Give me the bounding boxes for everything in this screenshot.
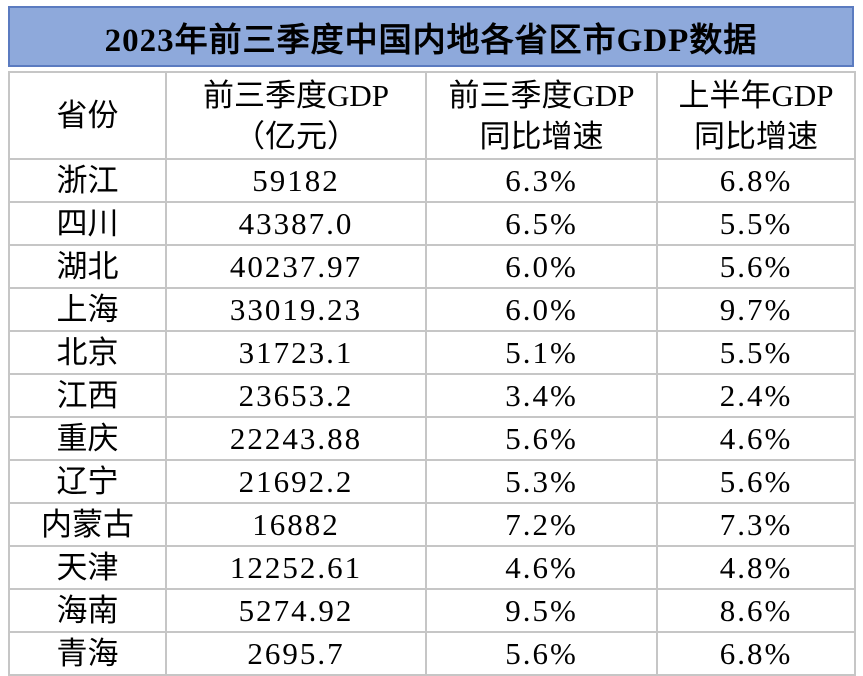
h1-growth-cell: 2.4%	[656, 373, 856, 418]
q3-growth-cell: 5.1%	[425, 330, 658, 375]
table-row: 青海 2695.7 5.6% 6.8%	[8, 631, 856, 676]
table-row: 海南 5274.92 9.5% 8.6%	[8, 588, 856, 633]
h1-growth-cell: 7.3%	[656, 502, 856, 547]
col-header-q3-gdp: 前三季度GDP （亿元）	[165, 71, 427, 160]
province-cell: 海南	[8, 588, 167, 633]
gdp-value-cell: 21692.2	[165, 459, 427, 504]
province-cell: 重庆	[8, 416, 167, 461]
gdp-value-cell: 31723.1	[165, 330, 427, 375]
gdp-value-cell: 5274.92	[165, 588, 427, 633]
h1-growth-cell: 4.8%	[656, 545, 856, 590]
province-cell: 江西	[8, 373, 167, 418]
province-cell: 青海	[8, 631, 167, 676]
table-row: 天津 12252.61 4.6% 4.8%	[8, 545, 856, 590]
col-header-h1-growth: 上半年GDP 同比增速	[656, 71, 856, 160]
q3-growth-cell: 6.0%	[425, 287, 658, 332]
q3-growth-cell: 5.6%	[425, 416, 658, 461]
province-cell: 浙江	[8, 158, 167, 203]
col-header-q3-growth: 前三季度GDP 同比增速	[425, 71, 658, 160]
table-row: 江西 23653.2 3.4% 2.4%	[8, 373, 856, 418]
province-cell: 湖北	[8, 244, 167, 289]
table-row: 内蒙古 16882 7.2% 7.3%	[8, 502, 856, 547]
table-row: 浙江 59182 6.3% 6.8%	[8, 158, 856, 203]
table-row: 北京 31723.1 5.1% 5.5%	[8, 330, 856, 375]
header-label-line2: 同比增速	[694, 118, 818, 154]
q3-growth-cell: 3.4%	[425, 373, 658, 418]
gdp-value-cell: 23653.2	[165, 373, 427, 418]
h1-growth-cell: 5.6%	[656, 244, 856, 289]
q3-growth-cell: 5.3%	[425, 459, 658, 504]
q3-growth-cell: 5.6%	[425, 631, 658, 676]
header-label-line2: （亿元）	[234, 118, 358, 154]
header-row: 省份 前三季度GDP （亿元） 前三季度GDP 同比增速 上半年GDP 同比增速	[8, 71, 856, 160]
gdp-value-cell: 40237.97	[165, 244, 427, 289]
q3-growth-cell: 6.0%	[425, 244, 658, 289]
table-row: 湖北 40237.97 6.0% 5.6%	[8, 244, 856, 289]
h1-growth-cell: 8.6%	[656, 588, 856, 633]
province-cell: 天津	[8, 545, 167, 590]
table-row: 重庆 22243.88 5.6% 4.6%	[8, 416, 856, 461]
province-cell: 四川	[8, 201, 167, 246]
col-header-province: 省份	[8, 71, 167, 160]
header-label-line1: 前三季度GDP	[202, 77, 389, 113]
header-label: 省份	[56, 98, 119, 133]
province-cell: 上海	[8, 287, 167, 332]
h1-growth-cell: 6.8%	[656, 631, 856, 676]
h1-growth-cell: 5.5%	[656, 201, 856, 246]
q3-growth-cell: 9.5%	[425, 588, 658, 633]
gdp-value-cell: 16882	[165, 502, 427, 547]
h1-growth-cell: 6.8%	[656, 158, 856, 203]
gdp-value-cell: 59182	[165, 158, 427, 203]
gdp-value-cell: 22243.88	[165, 416, 427, 461]
table-title-banner: 2023年前三季度中国内地各省区市GDP数据	[8, 6, 854, 67]
province-cell: 辽宁	[8, 459, 167, 504]
gdp-value-cell: 33019.23	[165, 287, 427, 332]
h1-growth-cell: 5.6%	[656, 459, 856, 504]
header-label-line2: 同比增速	[479, 118, 604, 154]
table-row: 辽宁 21692.2 5.3% 5.6%	[8, 459, 856, 504]
province-cell: 北京	[8, 330, 167, 375]
table-row: 四川 43387.0 6.5% 5.5%	[8, 201, 856, 246]
gdp-value-cell: 2695.7	[165, 631, 427, 676]
h1-growth-cell: 5.5%	[656, 330, 856, 375]
q3-growth-cell: 4.6%	[425, 545, 658, 590]
q3-growth-cell: 6.3%	[425, 158, 658, 203]
header-label-line1: 前三季度GDP	[448, 77, 635, 113]
h1-growth-cell: 4.6%	[656, 416, 856, 461]
header-label-line1: 上半年GDP	[678, 77, 834, 113]
province-cell: 内蒙古	[8, 502, 167, 547]
gdp-data-table: 省份 前三季度GDP （亿元） 前三季度GDP 同比增速 上半年GDP 同比增速…	[8, 71, 856, 676]
q3-growth-cell: 7.2%	[425, 502, 658, 547]
gdp-value-cell: 43387.0	[165, 201, 427, 246]
q3-growth-cell: 6.5%	[425, 201, 658, 246]
table-row: 上海 33019.23 6.0% 9.7%	[8, 287, 856, 332]
gdp-value-cell: 12252.61	[165, 545, 427, 590]
h1-growth-cell: 9.7%	[656, 287, 856, 332]
